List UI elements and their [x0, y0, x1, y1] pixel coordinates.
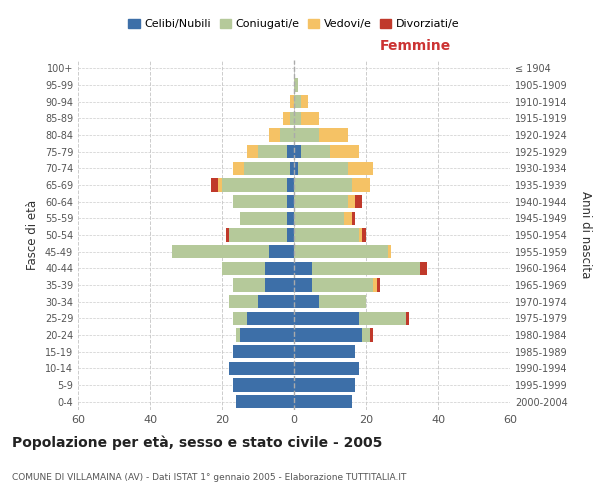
Bar	[348, 162, 373, 175]
Bar	[362, 328, 370, 342]
Bar	[283, 112, 290, 125]
Bar	[352, 178, 370, 192]
Bar	[294, 378, 355, 392]
Bar	[294, 312, 359, 325]
Bar	[312, 262, 420, 275]
Bar	[319, 295, 366, 308]
Bar	[287, 212, 294, 225]
Bar	[301, 145, 330, 158]
Bar	[229, 228, 287, 241]
Bar	[233, 195, 287, 208]
Bar	[247, 145, 258, 158]
Bar	[348, 195, 355, 208]
Bar	[236, 395, 294, 408]
Bar	[294, 345, 355, 358]
Bar	[258, 295, 294, 308]
Bar	[294, 328, 362, 342]
Bar	[294, 112, 301, 125]
Bar	[172, 245, 269, 258]
Bar	[377, 278, 380, 291]
Bar	[229, 295, 258, 308]
Bar	[265, 262, 294, 275]
Bar	[294, 95, 301, 108]
Bar	[294, 78, 298, 92]
Bar	[229, 362, 294, 375]
Bar	[294, 245, 388, 258]
Bar	[294, 395, 352, 408]
Bar	[294, 262, 312, 275]
Text: COMUNE DI VILLAMAINA (AV) - Dati ISTAT 1° gennaio 2005 - Elaborazione TUTTITALIA: COMUNE DI VILLAMAINA (AV) - Dati ISTAT 1…	[12, 472, 406, 482]
Bar	[287, 195, 294, 208]
Bar	[344, 212, 352, 225]
Bar	[269, 128, 280, 141]
Bar	[301, 95, 308, 108]
Bar	[294, 145, 301, 158]
Bar	[236, 328, 240, 342]
Text: Popolazione per età, sesso e stato civile - 2005: Popolazione per età, sesso e stato civil…	[12, 435, 382, 450]
Bar	[319, 128, 348, 141]
Bar	[233, 312, 247, 325]
Bar	[294, 295, 319, 308]
Bar	[294, 162, 298, 175]
Bar	[240, 212, 287, 225]
Bar	[226, 228, 229, 241]
Bar	[287, 178, 294, 192]
Legend: Celibi/Nubili, Coniugati/e, Vedovi/e, Divorziati/e: Celibi/Nubili, Coniugati/e, Vedovi/e, Di…	[124, 14, 464, 34]
Bar	[406, 312, 409, 325]
Bar	[247, 312, 294, 325]
Bar	[362, 228, 366, 241]
Bar	[294, 195, 348, 208]
Bar	[420, 262, 427, 275]
Bar	[330, 145, 359, 158]
Bar	[244, 162, 290, 175]
Bar	[211, 178, 218, 192]
Bar	[240, 328, 294, 342]
Bar	[290, 162, 294, 175]
Bar	[290, 95, 294, 108]
Bar	[233, 162, 244, 175]
Bar	[352, 212, 355, 225]
Bar	[258, 145, 287, 158]
Bar	[222, 262, 265, 275]
Text: Femmine: Femmine	[379, 39, 451, 53]
Bar	[280, 128, 294, 141]
Y-axis label: Anni di nascita: Anni di nascita	[579, 192, 592, 278]
Bar	[388, 245, 391, 258]
Bar	[294, 278, 312, 291]
Bar	[287, 228, 294, 241]
Bar	[233, 278, 265, 291]
Bar	[312, 278, 373, 291]
Bar	[373, 278, 377, 291]
Bar	[370, 328, 373, 342]
Bar	[233, 378, 294, 392]
Bar	[269, 245, 294, 258]
Bar	[222, 178, 287, 192]
Bar	[218, 178, 222, 192]
Bar	[294, 128, 319, 141]
Bar	[265, 278, 294, 291]
Bar	[233, 345, 294, 358]
Bar	[359, 228, 362, 241]
Bar	[294, 228, 359, 241]
Bar	[294, 178, 352, 192]
Bar	[294, 212, 344, 225]
Bar	[298, 162, 348, 175]
Bar	[287, 145, 294, 158]
Bar	[355, 195, 362, 208]
Bar	[290, 112, 294, 125]
Bar	[294, 362, 359, 375]
Bar	[301, 112, 319, 125]
Y-axis label: Fasce di età: Fasce di età	[26, 200, 39, 270]
Bar	[359, 312, 406, 325]
